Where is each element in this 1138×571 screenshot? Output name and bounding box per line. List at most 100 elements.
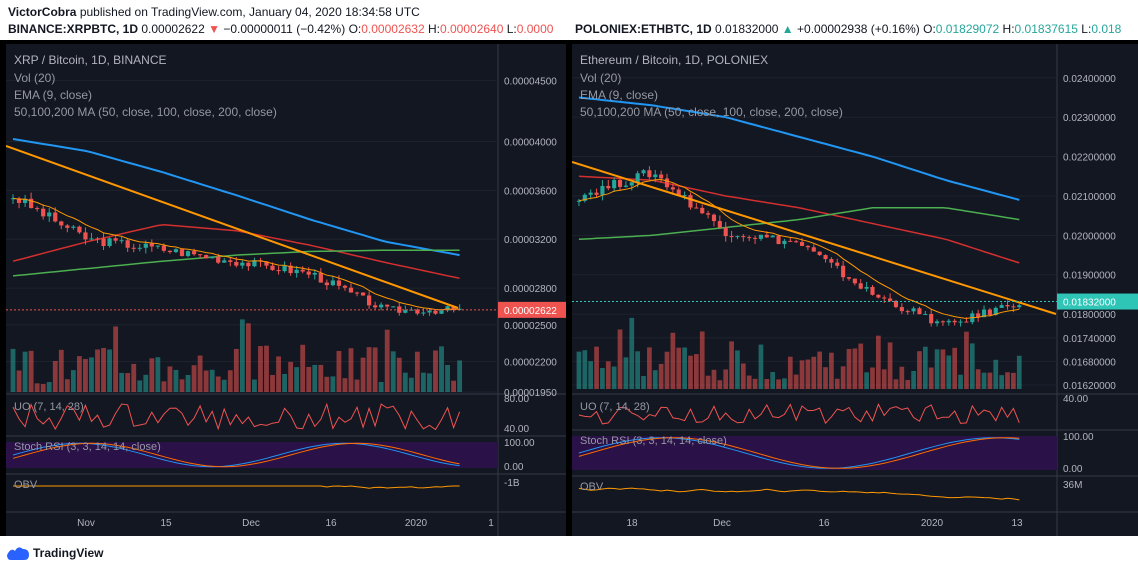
volume-bar [699, 331, 705, 389]
candle-body [805, 245, 810, 248]
uo-label: UO (7, 14, 28) [580, 401, 650, 413]
volume-bar [245, 323, 251, 392]
volume-bar [372, 347, 378, 392]
candle-body [161, 245, 167, 251]
candle-body [935, 321, 940, 324]
candle-body [670, 187, 675, 190]
volume-bar [167, 366, 173, 392]
stoch-tick: 0.00 [1063, 464, 1083, 475]
candle-body [835, 262, 840, 266]
volume-bar [143, 374, 149, 392]
uo-tick: 40.00 [1063, 394, 1088, 405]
left-chart-panel[interactable]: 0.00004500 0.00004000 0.00003600 0.00003200… [6, 44, 566, 536]
volume-bar [946, 355, 952, 389]
right-symbol-info: POLONIEX:ETHBTC, 1D 0.01832000 ▲ +0.0000… [575, 22, 1138, 36]
candle-body [173, 249, 179, 253]
tradingview-brand[interactable]: TradingView [33, 546, 104, 560]
candle-body [294, 269, 299, 274]
volume-bar [209, 369, 215, 392]
y-tick-label: 0.00002500 [504, 321, 557, 332]
y-tick-label: 0.01620000 [1063, 381, 1116, 392]
header-bar: VictorCobra published on TradingView.com… [0, 0, 1138, 40]
candle-body [71, 226, 76, 228]
right-chart-svg[interactable]: 0.02400000 0.02300000 0.02200000 0.02100000… [572, 44, 1138, 536]
y-tick-label: 0.00004000 [504, 137, 557, 148]
candle-body [911, 308, 916, 312]
candle-body [723, 227, 728, 237]
candle-body [191, 251, 197, 255]
volume-bar [34, 383, 40, 392]
x-tick-label: 2020 [405, 518, 428, 529]
right-chart-panel[interactable]: 0.02400000 0.02300000 0.02200000 0.02100000… [572, 44, 1138, 536]
volume-bar [197, 355, 203, 392]
x-tick-label: 15 [160, 518, 172, 529]
y-tick-label: 0.00003200 [504, 235, 557, 246]
chart-title: Ethereum / Bitcoin, 1D, POLONIEX [580, 53, 768, 67]
volume-bar [729, 341, 734, 389]
candle-body [817, 251, 822, 256]
candle-body [664, 178, 670, 188]
volume-bar [694, 354, 699, 389]
y-tick-label: 0.01900000 [1063, 271, 1116, 282]
right-h-value: 0.01837615 [1014, 22, 1078, 36]
x-tick-label: 16 [818, 518, 830, 529]
candle-body [864, 286, 869, 289]
volume-bar [594, 346, 599, 389]
volume-bar [623, 357, 629, 389]
volume-bar [131, 363, 137, 392]
volume-bar [635, 351, 640, 389]
candle-body [373, 305, 378, 308]
left-h-label: H: [427, 22, 440, 36]
volume-bar [823, 367, 828, 389]
candle-body [682, 195, 687, 197]
candle-body [999, 305, 1004, 308]
right-symbol-name[interactable]: POLONIEX:ETHBTC, 1D [575, 22, 712, 36]
y-tick-label: 0.02200000 [1063, 153, 1116, 164]
volume-bar [336, 350, 342, 392]
volume-bar [740, 363, 746, 389]
up-arrow-icon: ▲ [781, 22, 794, 36]
candle-body [764, 234, 769, 238]
candle-body [794, 241, 799, 243]
volume-bar [752, 378, 758, 389]
volume-bar [893, 379, 899, 389]
candle-body [125, 240, 130, 248]
volume-bar [125, 373, 131, 392]
right-l-label: L: [1081, 22, 1092, 36]
volume-bar [682, 347, 687, 389]
y-tick-label: 0.02400000 [1063, 74, 1116, 85]
uo-label: UO (7, 14, 28) [14, 401, 84, 413]
x-tick-label: Dec [242, 518, 260, 529]
left-symbol-name[interactable]: BINANCE:XRPBTC, 1D [8, 22, 139, 36]
left-chart-svg[interactable]: 0.00004500 0.00004000 0.00003600 0.00003200… [6, 44, 566, 536]
volume-bar [958, 374, 963, 389]
obv-label: OBV [14, 479, 38, 491]
volume-bar [161, 381, 167, 392]
author-name[interactable]: VictorCobra [8, 5, 77, 19]
ma50-line [578, 207, 1020, 241]
candle-body [1005, 305, 1010, 307]
volume-bar [881, 369, 887, 389]
volume-bar [711, 369, 717, 389]
volume-bar [40, 383, 46, 392]
candle-body [119, 240, 124, 242]
volume-bar [1016, 355, 1022, 389]
volume-bar [952, 347, 958, 389]
volume-bar [101, 347, 106, 392]
volume-bar [917, 351, 922, 389]
volume-bar [89, 357, 94, 392]
candle-body [993, 307, 998, 315]
candle-body [47, 212, 52, 217]
volume-bar [964, 331, 969, 389]
candle-body [1011, 306, 1016, 308]
candle-body [264, 261, 269, 266]
volume-bar [330, 376, 336, 392]
left-o-label: O: [348, 22, 362, 36]
volume-bar [588, 361, 594, 389]
right-l-value: 0.018 [1091, 22, 1122, 36]
candle-body [330, 280, 335, 286]
volume-bar [203, 370, 209, 392]
candle-body [167, 250, 173, 253]
candle-body [421, 312, 426, 314]
candle-body [143, 243, 148, 248]
